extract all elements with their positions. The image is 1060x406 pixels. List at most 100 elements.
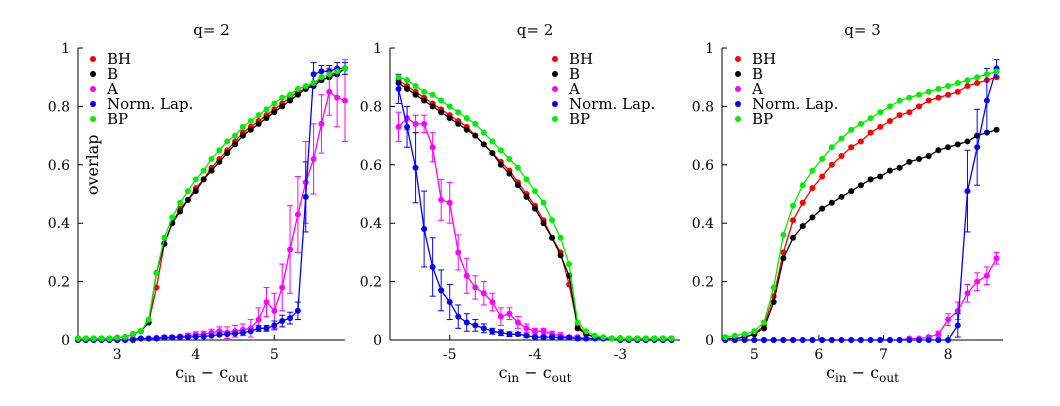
data-point [480,325,487,332]
y-tick-label: 0.4 [48,216,70,232]
data-point [916,91,923,98]
data-point [848,126,855,133]
data-point [287,91,294,98]
legend-label: A [568,80,580,98]
data-point [983,272,990,279]
y-tick-label: 0.2 [360,275,382,291]
data-point [438,196,445,203]
series-bp [75,65,348,342]
series-bp [722,68,1000,341]
y-tick-label: 0.2 [692,275,714,291]
data-point [857,120,864,127]
data-point [506,170,513,177]
data-point [557,234,564,241]
x-tick-label: 4 [191,347,200,363]
data-point [896,337,903,343]
data-point [326,71,333,78]
data-point [540,220,547,227]
data-point [177,208,184,215]
data-point [886,103,893,110]
data-point [216,147,223,154]
data-point [574,319,581,326]
data-point [255,120,262,127]
data-point [760,325,767,332]
data-point [974,144,981,151]
data-point [472,322,479,329]
data-point [429,264,436,270]
data-point [780,337,787,343]
series-b [395,80,675,342]
data-point [954,322,961,329]
series-a [395,105,675,343]
data-point [659,335,666,342]
data-point [216,158,223,165]
x-axis-label-subscript: in [508,371,520,385]
y-tick-label: 1 [61,41,70,57]
data-point [838,153,845,160]
data-point [263,106,270,113]
data-point [600,334,607,341]
data-point [438,97,445,104]
data-point [514,319,521,326]
data-point [184,334,191,341]
series-norm-lap [722,59,1000,343]
y-tick-label: 0.8 [48,99,70,115]
data-point [799,182,806,189]
data-point [145,335,152,342]
data-point [906,109,913,116]
data-point [809,167,816,174]
x-axis-label-subscript: in [835,371,847,385]
x-axis-label: cin − cout [499,363,572,385]
data-point [838,337,845,343]
data-point [760,337,767,343]
legend-label: BH [107,50,131,68]
legend-label: BH [752,50,776,68]
y-tick-label: 0.4 [692,216,714,232]
data-point [566,334,573,341]
data-point [848,144,855,151]
data-point [886,167,893,174]
data-point [224,150,231,157]
data-point [799,199,806,206]
data-point [90,335,97,342]
data-point [421,120,428,127]
data-point [294,307,301,314]
data-point [497,147,504,154]
y-tick-label: 0.8 [692,99,714,115]
data-point [549,234,556,241]
y-tick-label: 0.8 [360,99,382,115]
y-tick-label: 0.2 [48,275,70,291]
data-point [809,337,816,343]
x-tick-label: 5 [750,347,759,363]
data-point [161,334,168,341]
data-point [310,80,317,87]
data-point [497,313,504,320]
data-point [945,316,952,323]
data-point [741,331,748,338]
data-point [279,103,286,110]
legend-label: B [107,65,118,83]
x-axis-label-subscript: in [184,371,196,385]
data-point [232,141,239,148]
data-point [200,333,207,340]
data-point [896,97,903,104]
data-point [114,334,121,341]
data-point [129,337,136,343]
data-point [480,141,487,148]
y-tick-label: 1 [705,41,714,57]
data-point [294,91,301,98]
data-point [983,97,990,104]
y-tick-label: 0 [373,333,382,349]
data-point [574,325,581,332]
data-point [429,91,436,98]
x-axis-label-part: c [499,363,508,382]
legend-label: A [106,80,118,98]
data-point [532,334,538,341]
x-tick-label: 8 [944,347,953,363]
data-point [591,332,598,339]
data-point [318,74,325,81]
data-point [255,316,262,323]
data-point [169,334,176,341]
series-line [397,88,672,341]
